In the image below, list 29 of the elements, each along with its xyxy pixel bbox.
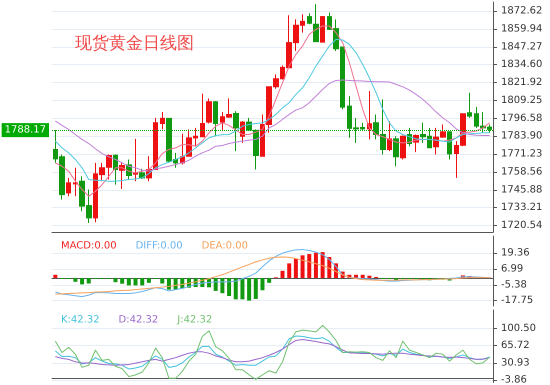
y-tick-label: 1859.94 — [501, 23, 542, 34]
y-tick-label: 1745.88 — [501, 184, 542, 196]
y-tick-label: 19.36 — [501, 248, 530, 259]
y-tick-label: -3.86 — [501, 374, 527, 385]
series-label: J:42.32 — [176, 314, 212, 326]
y-tick-label: 100.50 — [501, 322, 536, 334]
y-tick-label: 1720.54 — [501, 220, 542, 232]
y-tick-label: 1771.23 — [501, 148, 542, 160]
y-tick-label: 1872.62 — [501, 6, 542, 16]
y-tick-label: 1821.92 — [501, 77, 542, 88]
text: MACD:0.00 — [61, 240, 117, 252]
y-tick-label: 1733.21 — [501, 202, 542, 214]
y-tick-label: 1783.90 — [501, 130, 542, 142]
y-tick-label: 6.99 — [501, 264, 524, 275]
y-tick-label: 1809.25 — [501, 94, 542, 106]
ref-line-label: 1788.17 — [4, 124, 46, 136]
y-tick-label: 1834.60 — [501, 59, 542, 70]
y-tick-label: 30.93 — [501, 357, 530, 368]
y-tick-label: 1758.56 — [501, 166, 542, 178]
text: D:42.32 — [118, 314, 158, 326]
y-tick-label: 65.72 — [501, 340, 530, 352]
series-label: DEA:0.00 — [202, 240, 248, 252]
text: K:42.32 — [61, 314, 100, 326]
y-tick-label: -5.38 — [501, 279, 527, 290]
y-tick-label: 1847.27 — [501, 41, 542, 52]
text: DIFF:0.00 — [136, 240, 183, 252]
y-tick-label: -17.75 — [501, 295, 534, 306]
text: 现货黄金日线图 — [75, 34, 194, 54]
y-tick-label: 1796.58 — [501, 112, 542, 124]
